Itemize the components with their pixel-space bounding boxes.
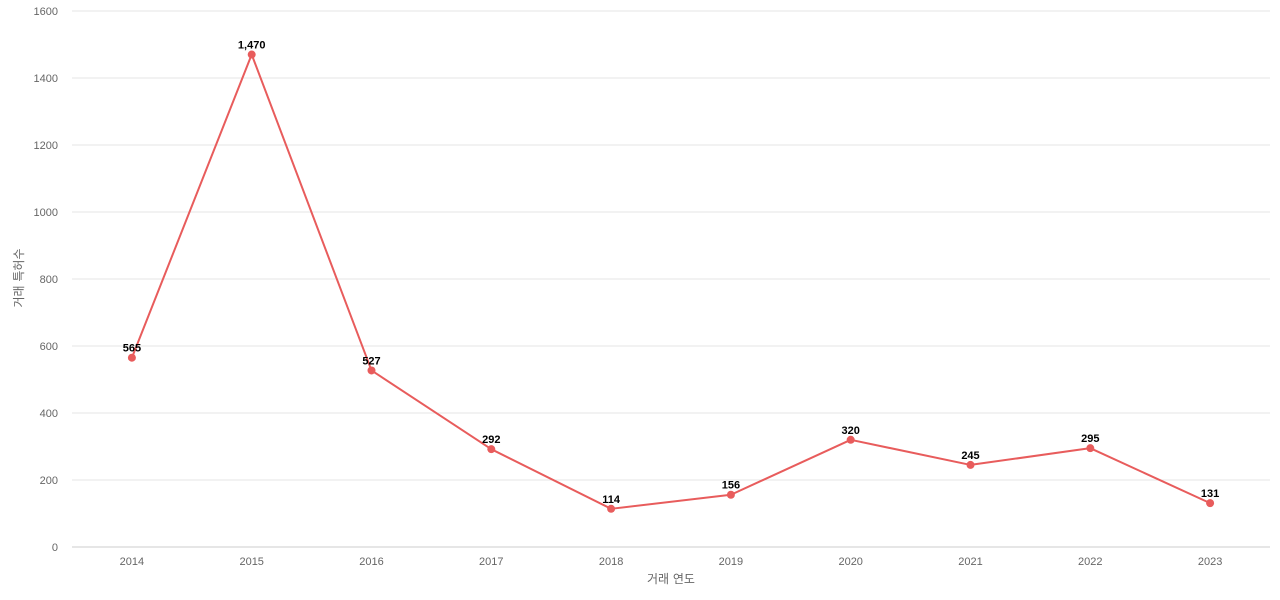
- data-label: 527: [362, 355, 380, 367]
- data-label: 114: [602, 494, 621, 506]
- x-axis-ticks: 2014 2015 2016 2017 2018 2019 2020 2021 2022 2023: [120, 556, 1223, 568]
- series-line: [130, 53, 1211, 510]
- y-tick-label: 0: [52, 542, 58, 554]
- data-label: 320: [842, 425, 860, 437]
- data-point[interactable]: [1086, 444, 1095, 453]
- data-point[interactable]: [607, 504, 616, 513]
- y-axis-ticks: 0 200 400 600 800 1000 1200 1400 1600: [34, 6, 58, 554]
- y-tick-label: 600: [40, 341, 58, 353]
- data-labels: 565 1,470 527 292 114 156 320 245 295 131: [123, 40, 1220, 506]
- data-point[interactable]: [726, 490, 735, 499]
- y-tick-label: 400: [40, 408, 58, 420]
- data-point[interactable]: [487, 445, 496, 454]
- y-tick-label: 800: [40, 274, 58, 286]
- x-tick-label: 2023: [1198, 556, 1222, 568]
- data-point[interactable]: [127, 353, 136, 362]
- data-label: 131: [1201, 488, 1219, 500]
- x-tick-label: 2022: [1078, 556, 1102, 568]
- x-tick-label: 2016: [359, 556, 383, 568]
- x-tick-label: 2021: [958, 556, 982, 568]
- data-label: 245: [961, 450, 979, 462]
- x-tick-label: 2018: [599, 556, 623, 568]
- x-tick-label: 2019: [719, 556, 743, 568]
- data-point[interactable]: [367, 366, 376, 375]
- x-tick-label: 2017: [479, 556, 503, 568]
- x-tick-label: 2014: [120, 556, 144, 568]
- data-point[interactable]: [247, 50, 256, 59]
- grid-lines: [72, 10, 1270, 481]
- data-label: 292: [482, 434, 500, 446]
- data-point[interactable]: [846, 435, 855, 444]
- x-tick-label: 2015: [239, 556, 263, 568]
- data-label: 565: [123, 343, 141, 355]
- y-tick-label: 1400: [34, 73, 58, 85]
- y-tick-label: 200: [40, 475, 58, 487]
- data-label: 1,470: [238, 40, 266, 52]
- x-axis-title: 거래 연도: [647, 572, 695, 586]
- series: [127, 50, 1215, 513]
- data-point[interactable]: [1206, 499, 1215, 508]
- data-label: 156: [722, 480, 740, 492]
- y-tick-label: 1200: [34, 140, 58, 152]
- y-tick-label: 1000: [34, 207, 58, 219]
- x-tick-label: 2020: [838, 556, 862, 568]
- data-label: 295: [1081, 433, 1099, 445]
- data-point[interactable]: [966, 460, 975, 469]
- y-tick-label: 1600: [34, 6, 58, 18]
- y-axis-title: 거래 특허수: [12, 248, 26, 307]
